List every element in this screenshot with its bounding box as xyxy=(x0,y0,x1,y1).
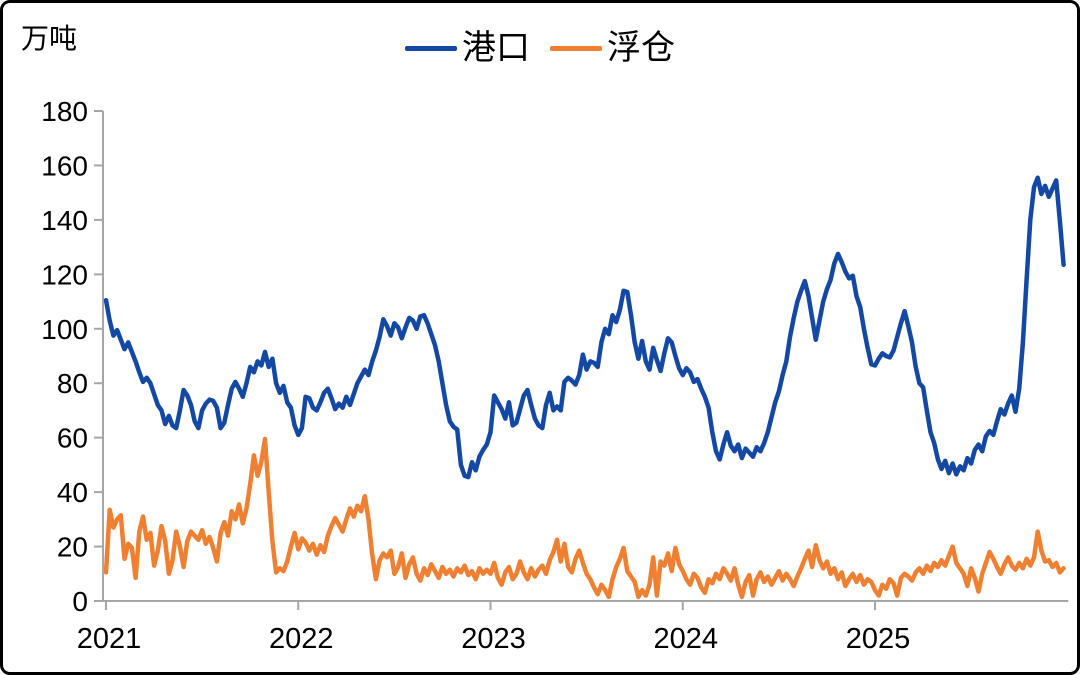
y-tick-label: 0 xyxy=(72,586,88,617)
x-tick-label: 2024 xyxy=(653,623,718,655)
y-axis-unit-label: 万吨 xyxy=(21,23,78,54)
y-tick-label: 120 xyxy=(41,259,88,290)
port-line-swatch-icon xyxy=(405,45,457,51)
legend: 港口 浮仓 xyxy=(3,31,1077,65)
legend-label-floating-storage: 浮仓 xyxy=(607,29,675,67)
legend-label-port: 港口 xyxy=(462,29,530,67)
legend-item-floating-storage: 浮仓 xyxy=(550,31,675,65)
y-tick-label: 40 xyxy=(57,477,88,508)
floating-storage-series-line xyxy=(103,436,1066,600)
x-tick-label: 2021 xyxy=(77,623,142,655)
y-tick-label: 180 xyxy=(41,96,88,127)
y-tick-label: 160 xyxy=(41,150,88,181)
y-tick-label: 60 xyxy=(57,423,88,454)
legend-item-port: 港口 xyxy=(405,31,530,65)
y-tick-label: 140 xyxy=(41,205,88,236)
floating-storage-line-swatch-icon xyxy=(550,45,602,51)
x-tick-label: 2023 xyxy=(461,623,526,655)
y-tick-label: 20 xyxy=(57,532,88,563)
y-tick-label: 80 xyxy=(57,368,88,399)
y-tick-label: 100 xyxy=(41,314,88,345)
x-tick-label: 2025 xyxy=(846,623,911,655)
x-tick-label: 2022 xyxy=(269,623,334,655)
line-chart: 0 20 40 60 80 100 120 140 160 180 2021 2022 2023 2024… xyxy=(41,96,1069,655)
port-series-line xyxy=(103,175,1066,480)
